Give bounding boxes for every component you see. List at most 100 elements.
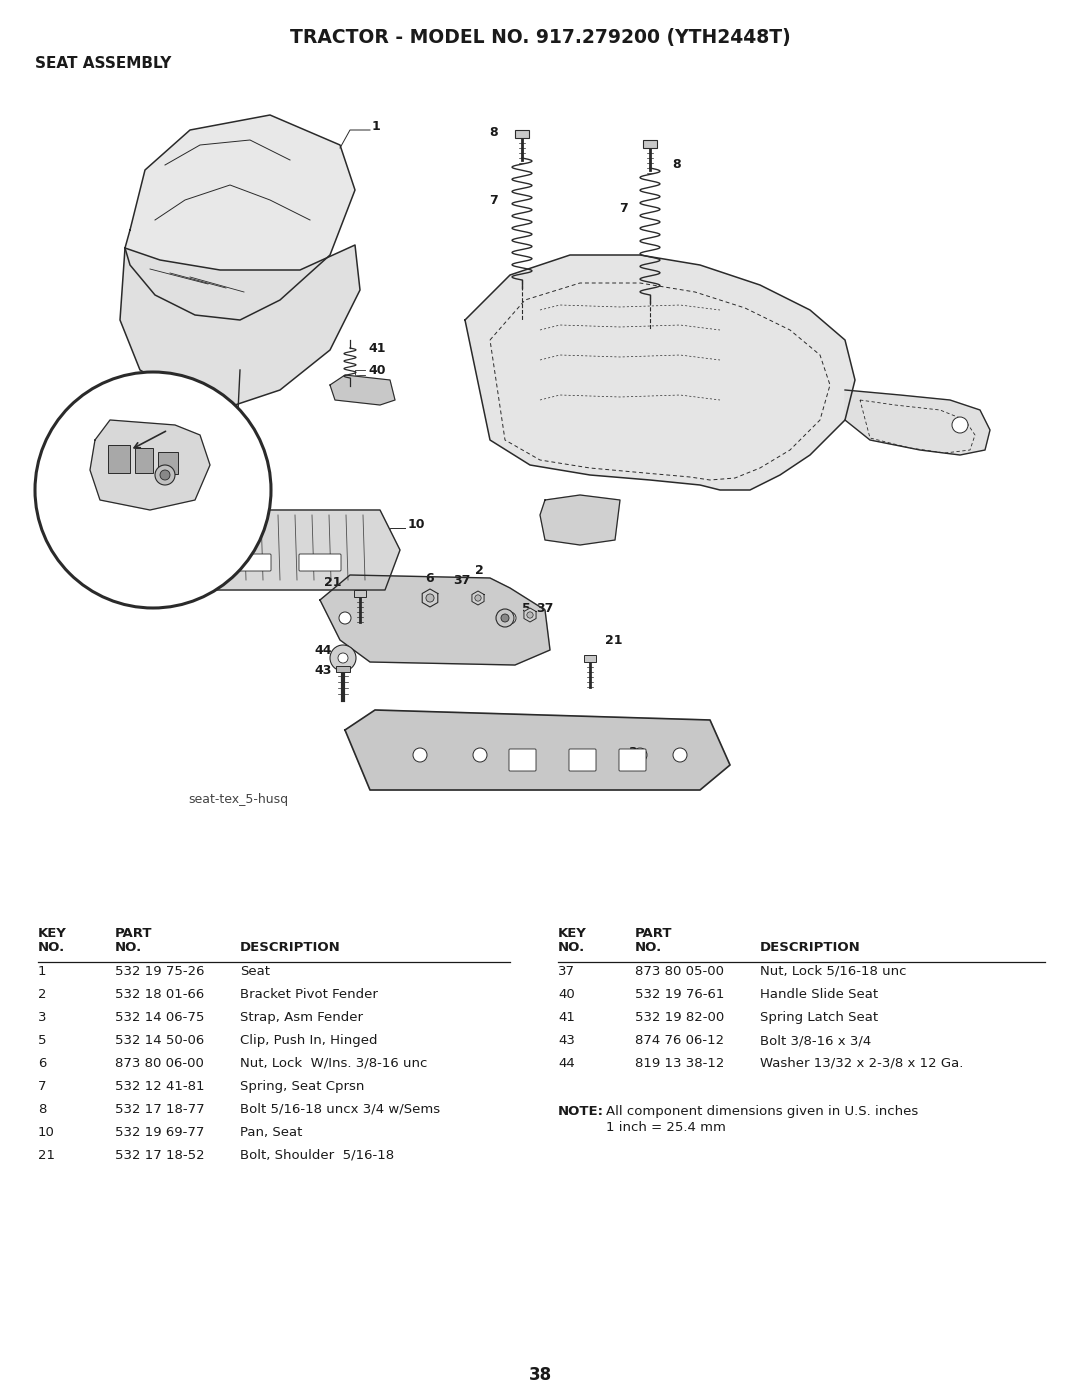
Text: 532 17 18-77: 532 17 18-77: [114, 1104, 204, 1116]
Polygon shape: [175, 510, 400, 590]
Polygon shape: [90, 420, 210, 510]
Text: Spring Latch Seat: Spring Latch Seat: [760, 1011, 878, 1024]
Text: 6: 6: [426, 571, 434, 584]
Text: 37: 37: [454, 574, 471, 587]
Text: All component dimensions given in U.S. inches: All component dimensions given in U.S. i…: [606, 1105, 918, 1118]
Text: 2: 2: [38, 988, 46, 1002]
Text: Seat: Seat: [240, 965, 270, 978]
Text: 8: 8: [38, 1104, 46, 1116]
Text: Washer 13/32 x 2-3/8 x 12 Ga.: Washer 13/32 x 2-3/8 x 12 Ga.: [760, 1058, 963, 1070]
Polygon shape: [320, 576, 550, 665]
Text: 1: 1: [372, 120, 381, 133]
Circle shape: [951, 416, 968, 433]
Bar: [643, 140, 657, 148]
Text: NO.: NO.: [38, 942, 65, 954]
Text: 37: 37: [558, 965, 575, 978]
Text: Bolt 3/8-16 x 3/4: Bolt 3/8-16 x 3/4: [760, 1034, 872, 1046]
Text: 10: 10: [38, 1126, 55, 1139]
Text: seat-tex_5-husq: seat-tex_5-husq: [188, 793, 288, 806]
Text: 874 76 06-12: 874 76 06-12: [635, 1034, 724, 1046]
Text: 532 18 01-66: 532 18 01-66: [114, 988, 204, 1002]
Text: Handle Slide Seat: Handle Slide Seat: [760, 988, 878, 1002]
Text: Nut, Lock  W/Ins. 3/8-16 unc: Nut, Lock W/Ins. 3/8-16 unc: [240, 1058, 428, 1070]
Text: 7: 7: [619, 201, 627, 215]
Text: 38: 38: [528, 1366, 552, 1384]
Circle shape: [426, 594, 434, 602]
Text: 40: 40: [558, 988, 575, 1002]
Circle shape: [338, 652, 348, 664]
Text: 43: 43: [558, 1034, 575, 1046]
Circle shape: [473, 747, 487, 761]
Text: 5: 5: [522, 602, 530, 615]
Text: 819 13 38-12: 819 13 38-12: [635, 1058, 725, 1070]
Text: 37: 37: [537, 602, 554, 615]
Text: SEAT ASSEMBLY: SEAT ASSEMBLY: [35, 56, 172, 70]
Bar: [135, 448, 153, 474]
Circle shape: [156, 465, 175, 485]
Polygon shape: [524, 608, 536, 622]
FancyBboxPatch shape: [619, 749, 646, 771]
Polygon shape: [422, 590, 437, 608]
Text: 21: 21: [605, 633, 622, 647]
Polygon shape: [472, 591, 484, 605]
Text: Spring, Seat Cprsn: Spring, Seat Cprsn: [240, 1080, 364, 1092]
FancyBboxPatch shape: [299, 555, 341, 571]
Text: 3: 3: [38, 1011, 46, 1024]
Circle shape: [35, 372, 271, 608]
Text: 873 80 05-00: 873 80 05-00: [635, 965, 724, 978]
Text: 40: 40: [368, 363, 386, 377]
Text: 41: 41: [368, 341, 386, 355]
Circle shape: [673, 747, 687, 761]
Text: DESCRIPTION: DESCRIPTION: [240, 942, 341, 954]
Circle shape: [160, 469, 170, 481]
Text: 532 19 82-00: 532 19 82-00: [635, 1011, 725, 1024]
Text: Bracket Pivot Fender: Bracket Pivot Fender: [240, 988, 378, 1002]
Text: KEY: KEY: [38, 928, 67, 940]
Text: 21: 21: [324, 577, 341, 590]
Text: 532 14 50-06: 532 14 50-06: [114, 1034, 204, 1046]
Polygon shape: [330, 374, 395, 405]
Text: NO.: NO.: [558, 942, 585, 954]
FancyBboxPatch shape: [569, 749, 596, 771]
Text: 532 19 75-26: 532 19 75-26: [114, 965, 204, 978]
Polygon shape: [540, 495, 620, 545]
Bar: [158, 453, 178, 474]
Text: 21: 21: [38, 1148, 55, 1162]
Text: NO.: NO.: [635, 942, 662, 954]
Text: 44: 44: [314, 644, 332, 658]
Text: 43: 43: [314, 664, 332, 676]
Text: 41: 41: [558, 1011, 575, 1024]
Text: 532 17 18-52: 532 17 18-52: [114, 1148, 204, 1162]
Text: Bolt 5/16-18 uncx 3/4 w/Sems: Bolt 5/16-18 uncx 3/4 w/Sems: [240, 1104, 441, 1116]
Text: 8: 8: [672, 158, 680, 172]
Polygon shape: [120, 244, 360, 405]
Circle shape: [501, 615, 509, 622]
Circle shape: [475, 595, 482, 601]
Text: 532 19 69-77: 532 19 69-77: [114, 1126, 204, 1139]
Text: 873 80 06-00: 873 80 06-00: [114, 1058, 204, 1070]
Text: 44: 44: [558, 1058, 575, 1070]
Text: 10: 10: [408, 518, 426, 531]
Text: NO.: NO.: [114, 942, 143, 954]
Circle shape: [496, 609, 514, 627]
FancyBboxPatch shape: [229, 555, 271, 571]
Text: 3: 3: [627, 746, 636, 759]
Text: 6: 6: [38, 1058, 46, 1070]
Text: Bolt, Shoulder  5/16-18: Bolt, Shoulder 5/16-18: [240, 1148, 394, 1162]
FancyBboxPatch shape: [509, 749, 536, 771]
Polygon shape: [345, 710, 730, 789]
Text: Nut, Lock 5/16-18 unc: Nut, Lock 5/16-18 unc: [760, 965, 906, 978]
Bar: [515, 130, 529, 138]
Text: 8: 8: [489, 127, 498, 140]
Polygon shape: [465, 256, 855, 490]
Circle shape: [504, 612, 516, 624]
Circle shape: [339, 612, 351, 624]
Text: Pan, Seat: Pan, Seat: [240, 1126, 302, 1139]
Text: PART: PART: [114, 928, 152, 940]
Text: 7: 7: [489, 194, 498, 207]
Text: TRACTOR - MODEL NO. 917.279200 (YTH2448T): TRACTOR - MODEL NO. 917.279200 (YTH2448T…: [289, 28, 791, 47]
Text: 7: 7: [38, 1080, 46, 1092]
Polygon shape: [845, 390, 990, 455]
Polygon shape: [125, 115, 355, 320]
Text: NOTE:: NOTE:: [558, 1105, 604, 1118]
